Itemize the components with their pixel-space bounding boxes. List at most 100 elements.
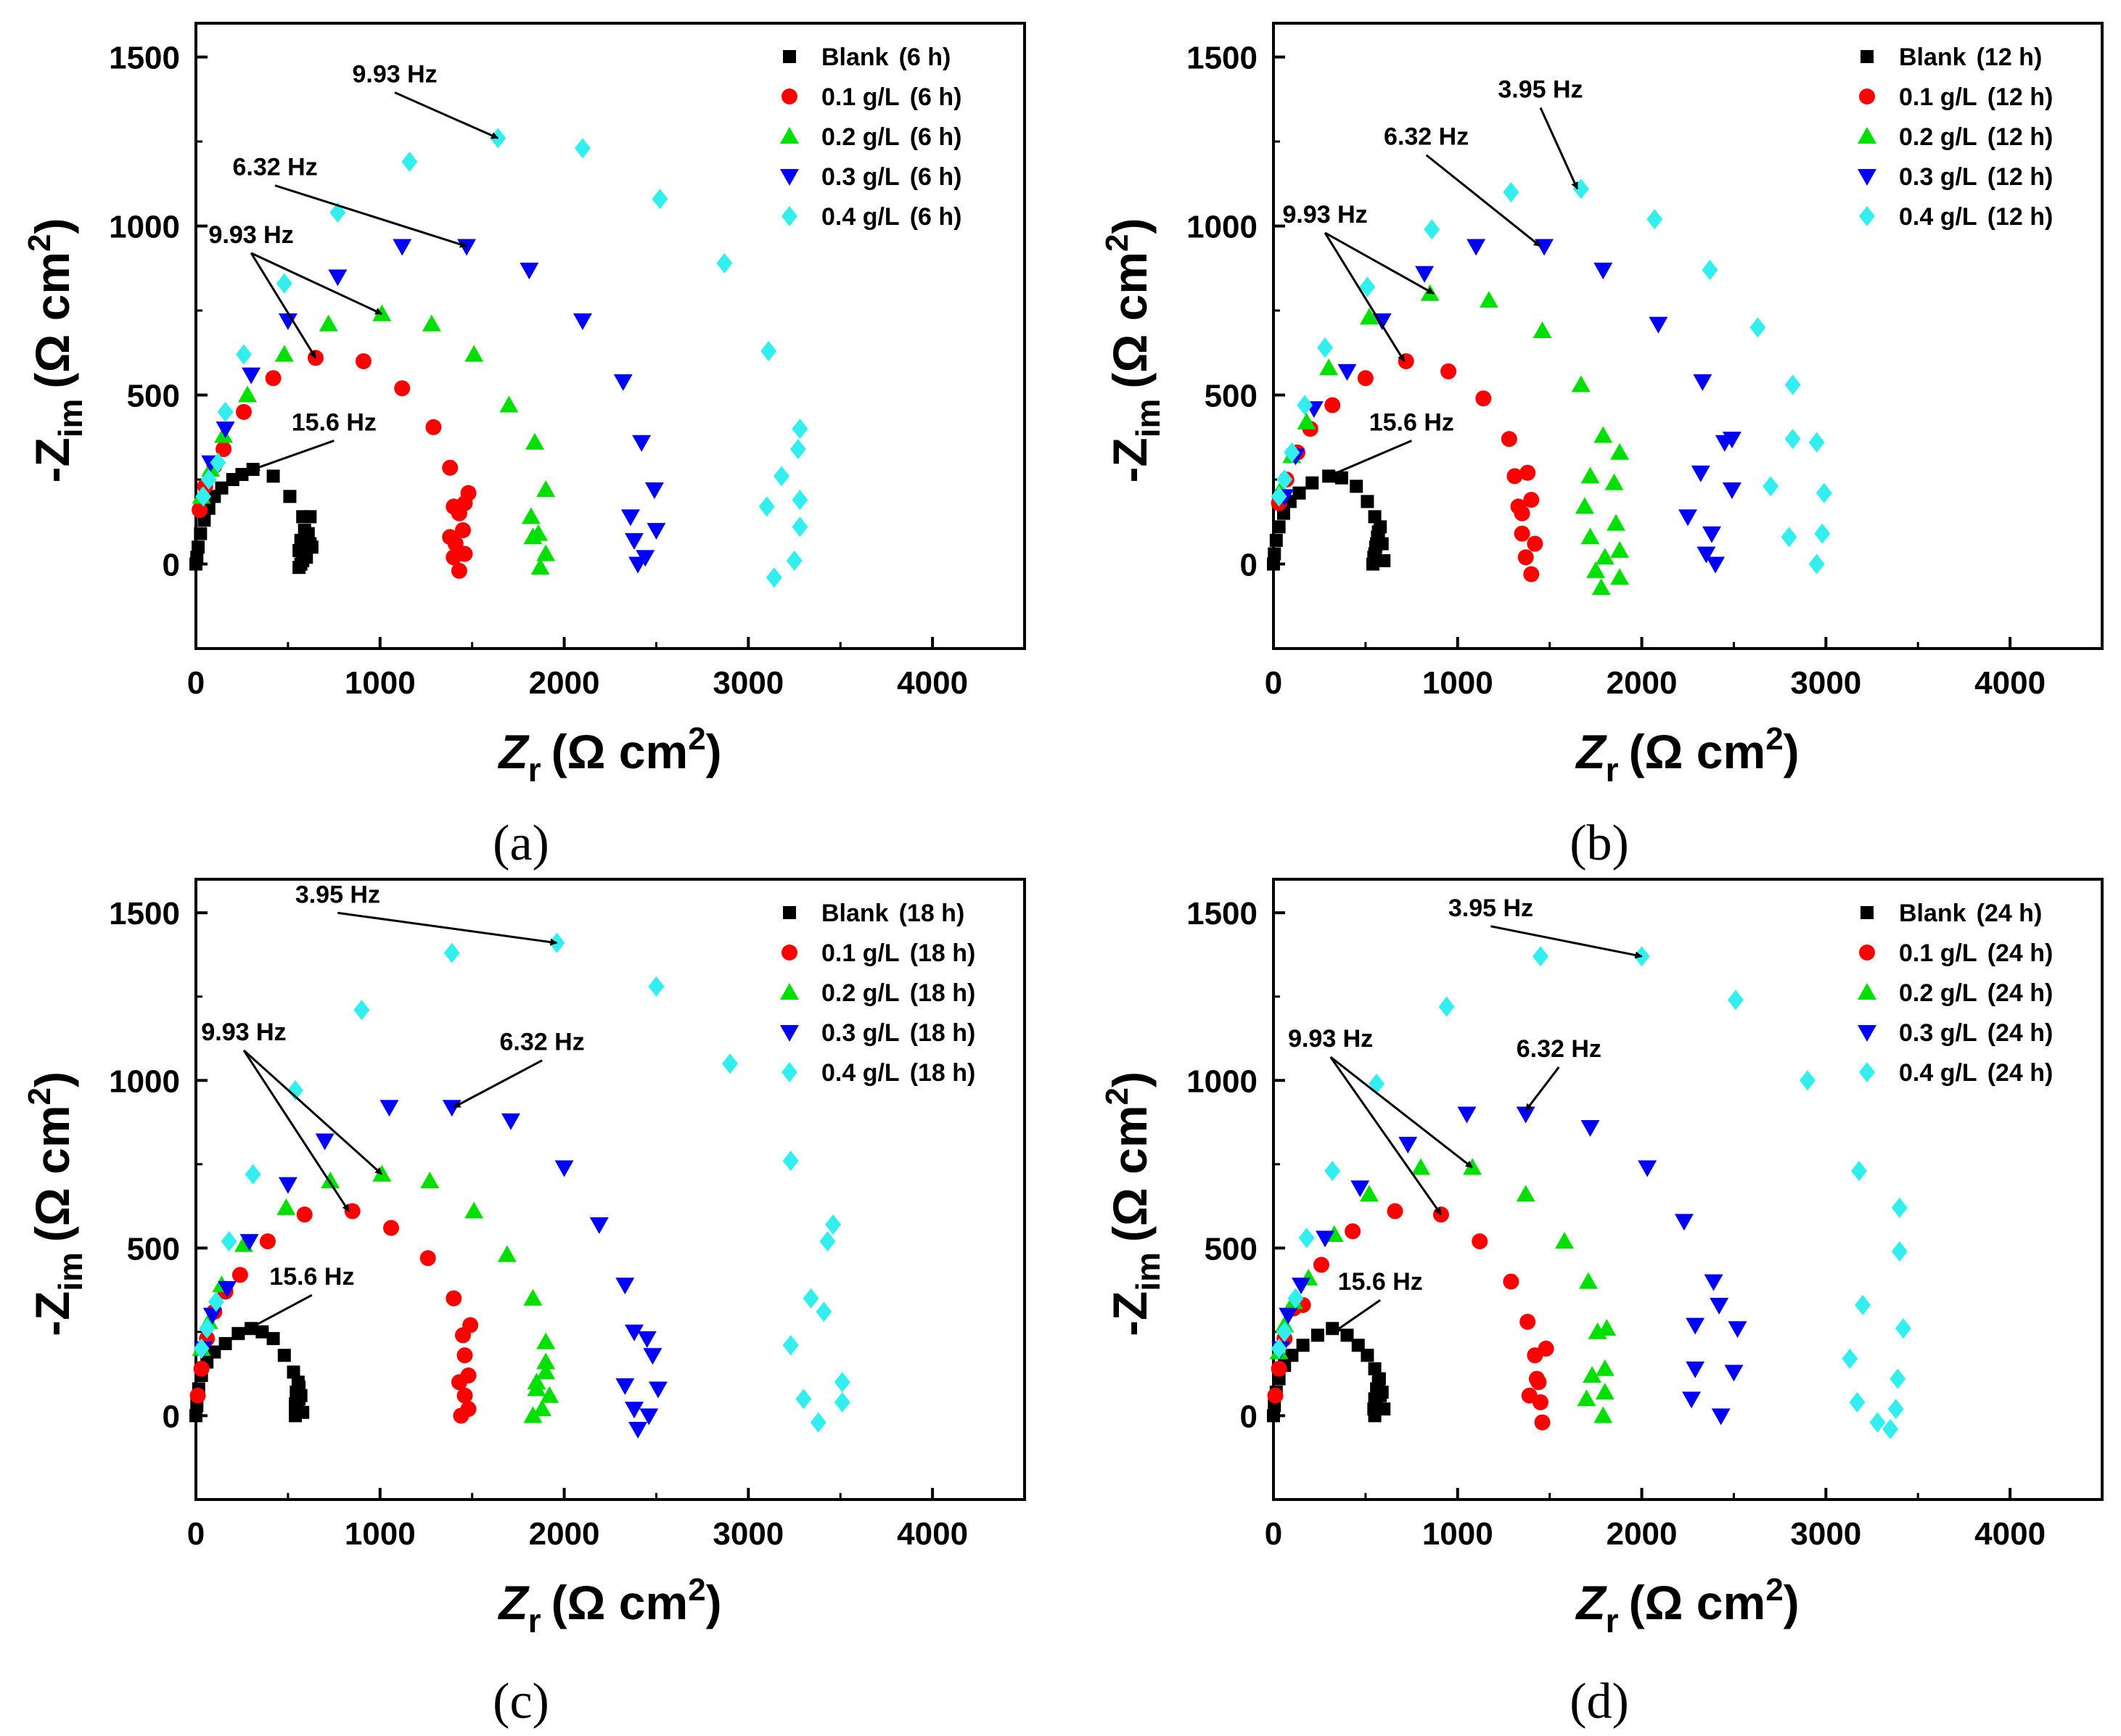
data-point [834,1391,850,1412]
series-4 [201,239,666,574]
legend-name: 0.4 g/L [1899,1059,1977,1087]
data-point [456,1347,473,1364]
data-point [425,419,442,435]
data-point [447,535,464,552]
data-point [1268,547,1281,561]
data-point [1702,526,1721,543]
legend-marker [781,206,797,226]
data-point [1523,566,1540,583]
x-axis-title-close: ) [706,1576,722,1629]
x-axis-title-sup: 2 [688,721,705,757]
series-2 [1271,353,1543,583]
data-point [1326,1322,1340,1336]
data-point [1686,1361,1705,1378]
data-point [218,1337,232,1351]
legend-name: 0.1 g/L [821,83,900,111]
y-tick-label: 500 [127,1231,180,1267]
x-axis-title-main: Z [1575,725,1607,778]
annotation-label: 9.93 Hz [209,221,294,249]
legend-name: 0.2 g/L [821,123,900,151]
data-point [319,314,338,332]
y-axis-title-close: ) [25,1071,79,1087]
legend: Blank (24 h)0.1 g/L (24 h)0.2 g/L (24 h)0.3… [1858,900,2053,1087]
y-axis-title-units: (Ω cm [25,252,79,389]
legend-marker [1858,127,1876,144]
data-point [620,509,640,527]
legend-label: 0.4 g/L (12 h) [1899,203,2053,231]
data-point [1523,491,1540,508]
data-point [1808,554,1825,575]
data-point [193,1360,210,1377]
data-point [1682,1391,1702,1409]
data-point [1359,308,1379,325]
data-point [239,1234,259,1251]
legend-label: 0.2 g/L (6 h) [821,123,961,151]
y-axis-title-units: (Ω cm [1103,252,1157,389]
data-point [193,1338,210,1359]
legend-time: (12 h) [1987,83,2054,111]
data-point [1514,525,1530,542]
annotation-arrow [274,184,468,248]
plot-frame [1272,878,2104,1501]
data-point [457,239,477,256]
legend-marker [781,89,797,104]
data-point [536,1332,556,1349]
data-point [1711,1408,1731,1426]
data-point [245,1164,261,1185]
x-tick-label: 2000 [529,665,600,701]
annotation-arrow [242,1050,350,1212]
legend-marker [781,945,797,960]
x-tick-label: 1000 [1422,665,1493,701]
legend-label: Blank (6 h) [821,44,951,71]
x-tick-label: 1000 [1422,1516,1493,1552]
annotation-arrow [1329,1056,1443,1216]
legend-label: 0.2 g/L (12 h) [1899,123,2053,151]
data-point [1674,1214,1694,1231]
data-point [1269,533,1283,547]
data-point [1593,263,1613,280]
x-axis-title-main: Z [1575,1576,1607,1629]
y-axis-title: -Zim (Ω cm2) [1099,218,1167,482]
annotation-label: 9.93 Hz [201,1019,286,1046]
legend-time: (24 h) [1987,1059,2054,1087]
data-point [1580,1120,1600,1137]
y-axis-title-sub: im [52,399,89,438]
data-point [1710,1297,1729,1315]
data-point [613,374,633,391]
y-axis-title-close: ) [1103,1071,1157,1087]
data-point [1583,1366,1602,1383]
legend-marker [1861,50,1874,63]
data-point [394,380,411,397]
data-point [1519,1314,1536,1330]
x-tick-label: 2000 [529,1516,600,1552]
data-point [199,1318,216,1339]
y-axis-title-main: -Z [25,437,79,482]
data-point [292,543,306,557]
legend-marker [780,983,799,1000]
data-point [1646,209,1663,230]
data-point [1554,1232,1574,1249]
data-point [1638,1160,1657,1177]
data-point [292,561,306,575]
y-tick-label: 1500 [1186,896,1258,931]
data-point [259,1233,276,1250]
annotation-arrow [1539,107,1579,190]
data-point [1527,535,1543,552]
annotation-label: 3.95 Hz [295,881,380,908]
data-point [536,544,556,561]
data-point [202,1307,222,1325]
data-point [1324,1161,1341,1182]
legend-name: 0.4 g/L [821,1059,900,1087]
data-point [420,1171,440,1188]
data-point [624,1324,644,1341]
data-point [1649,316,1668,334]
legend-label: 0.4 g/L (24 h) [1899,1059,2053,1087]
legend-name: 0.3 g/L [821,1019,900,1047]
data-point [1411,1158,1431,1175]
data-point [1297,412,1316,429]
y-axis-title-close: ) [1103,218,1157,234]
legend-label: 0.1 g/L (24 h) [1899,939,2053,967]
x-axis-title: Zr (Ω cm2) [1575,721,1799,789]
